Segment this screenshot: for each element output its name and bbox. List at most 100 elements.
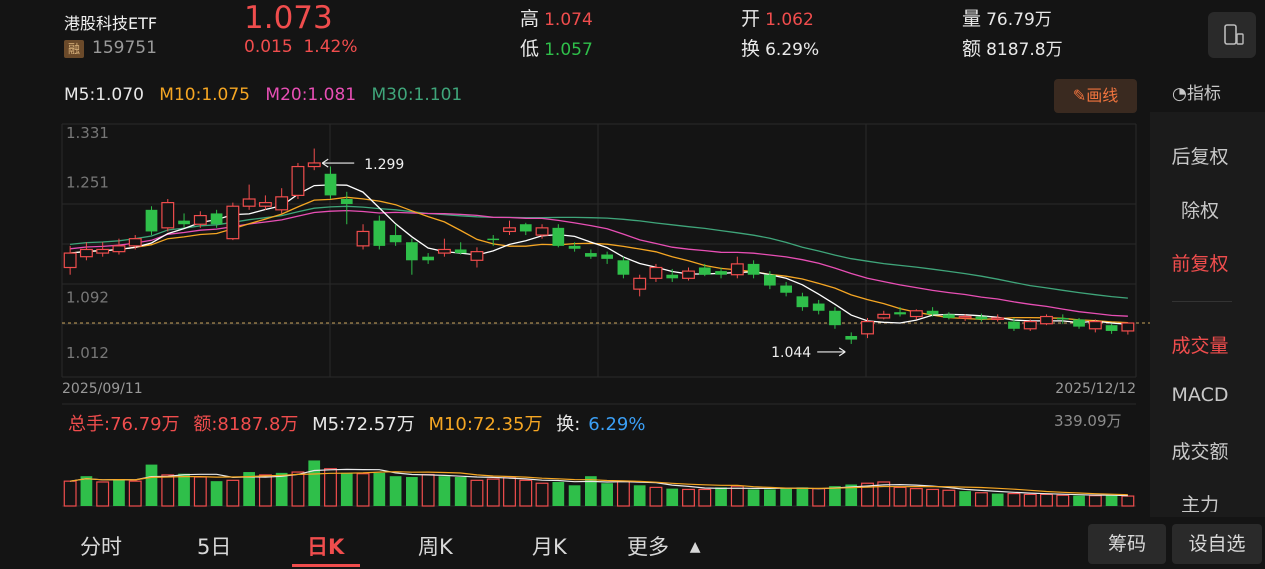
indicator-button[interactable]: ◔指标 — [1172, 79, 1221, 104]
chip-distribution-button[interactable]: 筹码 — [1088, 524, 1166, 564]
tab-week-k[interactable]: 周K — [418, 535, 453, 559]
candle-body — [1105, 325, 1118, 331]
phone-rotate-icon — [1224, 24, 1244, 45]
volume-bar — [616, 480, 630, 507]
volume-bar — [812, 488, 826, 507]
volume-bar — [406, 477, 418, 506]
candle-body — [291, 165, 305, 197]
candle-body — [389, 235, 402, 243]
volume-bar — [585, 476, 597, 506]
volume-ma10-line — [70, 471, 1128, 496]
volume-bar — [291, 471, 305, 507]
volume-bar — [633, 485, 646, 506]
last-price: 1.073 — [244, 0, 333, 36]
change-value: 0.015 — [244, 37, 293, 57]
volume-bar — [275, 472, 288, 506]
volume-ma-lines — [70, 468, 1128, 497]
candle-body — [764, 274, 776, 286]
volume-turnover-label: 换: — [556, 414, 581, 435]
min-arrow-head — [838, 347, 846, 357]
add-watchlist-button[interactable]: 设自选 — [1172, 524, 1262, 564]
y-tick-label: 1.092 — [66, 288, 109, 306]
candle-body — [422, 256, 434, 261]
change-percent: 1.42% — [303, 37, 358, 57]
candle-body — [406, 242, 418, 261]
landscape-toggle-button[interactable] — [1208, 12, 1256, 58]
candle-body — [926, 310, 939, 315]
volume-bar — [1056, 494, 1070, 507]
volume-value: 76.79万 — [986, 10, 1052, 30]
volume-bar — [1073, 495, 1085, 506]
candle-body — [812, 303, 825, 311]
high-stat: 高 1.074 — [520, 4, 593, 31]
candle-body — [258, 202, 272, 207]
candle-body — [894, 312, 906, 315]
volume-bar — [128, 480, 142, 507]
volume-turnover: 换: 6.29% — [556, 414, 653, 435]
candle-body — [535, 227, 549, 236]
tab-more[interactable]: 更多 ▲ — [627, 531, 700, 561]
tab-intraday[interactable]: 分时 — [80, 535, 122, 559]
candle-body — [682, 270, 695, 279]
rp-item-back-adjust[interactable]: 后复权 — [1171, 146, 1229, 168]
low-label: 低 — [520, 38, 540, 60]
volume-label: 量 — [962, 8, 982, 30]
max-arrow-head — [321, 158, 329, 168]
candle-body — [649, 266, 663, 279]
volume-bar — [210, 481, 223, 506]
volume-bar — [421, 473, 435, 507]
ma30-line — [70, 205, 1128, 299]
volume-bar — [258, 474, 272, 507]
volume-bar — [601, 483, 613, 506]
rp-item-amount[interactable]: 成交额 — [1171, 441, 1229, 463]
period-tabs — [0, 518, 1265, 569]
candle-body — [454, 249, 467, 254]
rp-item-main-force[interactable]: 主力 — [1180, 494, 1219, 512]
candle-body — [128, 238, 142, 247]
kline-chart[interactable]: 1.331 1.251 1.092 1.012 2025/09/11 2025/12/12… — [0, 112, 1150, 518]
tab-active-underline — [292, 564, 360, 567]
candle-body — [568, 245, 581, 249]
volume-bar — [1023, 493, 1037, 507]
rp-item-volume[interactable]: 成交量 — [1171, 335, 1229, 357]
candle-body — [601, 254, 613, 259]
x-start-date: 2025/09/11 — [62, 381, 143, 397]
candle-body — [226, 205, 240, 240]
volume-ma10: M10:72.35万 — [428, 414, 543, 435]
rp-item-ex-rights[interactable]: 除权 — [1180, 200, 1219, 222]
tab-5day[interactable]: 5日 — [197, 535, 232, 559]
volume-bar — [226, 479, 240, 507]
candle-body — [487, 238, 500, 241]
volume-bar — [747, 489, 760, 506]
volume-bars — [63, 460, 1135, 507]
volume-bar — [503, 477, 516, 507]
volume-bar — [861, 482, 874, 507]
turnover-value: 6.29% — [765, 40, 820, 60]
candle-body — [145, 209, 158, 232]
quote-header: 港股科技ETF 融 159751 1.073 0.015 1.42% 高 1.0… — [0, 0, 1265, 72]
candle-body — [1073, 319, 1085, 327]
candle-body — [796, 296, 809, 308]
tab-day-k[interactable]: 日K — [307, 535, 345, 559]
volume-bar — [486, 478, 500, 507]
gauge-icon: ◔ — [1172, 84, 1187, 104]
volume-bar — [682, 488, 695, 507]
volume-bar — [454, 477, 467, 506]
rp-item-forward-adjust[interactable]: 前复权 — [1171, 253, 1229, 275]
amount-label: 额 — [962, 38, 982, 60]
candle-body — [845, 335, 858, 340]
open-label: 开 — [741, 8, 761, 30]
draw-line-button[interactable]: ✎画线 — [1054, 79, 1137, 113]
y-axis-labels: 1.331 1.251 1.092 1.012 2025/09/11 2025/12/12 — [62, 124, 1136, 397]
volume-bar — [324, 468, 337, 507]
candle-body — [1056, 317, 1069, 320]
margin-badge: 融 — [64, 40, 84, 58]
candle-body — [585, 253, 597, 257]
candle-body — [943, 314, 955, 318]
max-price-label: 1.299 — [364, 157, 404, 173]
volume-turnover-value: 6.29% — [588, 414, 646, 435]
draw-line-label: 画线 — [1086, 86, 1119, 105]
rp-item-macd[interactable]: MACD — [1171, 384, 1229, 406]
y-tick-label: 1.251 — [66, 174, 109, 192]
tab-month-k[interactable]: 月K — [532, 535, 567, 559]
